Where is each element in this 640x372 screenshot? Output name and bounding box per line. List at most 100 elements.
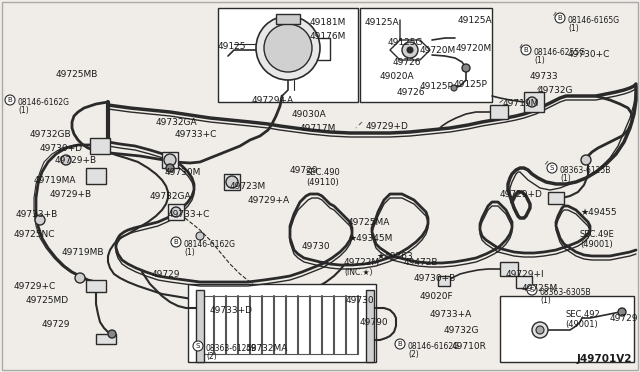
Circle shape <box>166 164 174 172</box>
Bar <box>366 290 374 362</box>
Bar <box>90 138 110 154</box>
Text: 49729+A: 49729+A <box>248 196 290 205</box>
Bar <box>276 14 300 24</box>
Text: 49030A: 49030A <box>292 110 327 119</box>
Text: 49732GA: 49732GA <box>150 192 191 201</box>
Text: 49790: 49790 <box>360 318 388 327</box>
Circle shape <box>407 47 413 53</box>
Text: 08146-6162G: 08146-6162G <box>184 240 236 249</box>
Bar <box>224 174 240 190</box>
Text: 49710R: 49710R <box>452 342 487 351</box>
Circle shape <box>226 176 238 188</box>
Text: 49719MB: 49719MB <box>62 248 104 257</box>
Text: ★49455: ★49455 <box>580 208 616 217</box>
Text: 49730M: 49730M <box>165 168 202 177</box>
Text: 49729+B: 49729+B <box>50 190 92 199</box>
Text: 49125P: 49125P <box>420 82 454 91</box>
Text: 08363-6125B: 08363-6125B <box>560 166 611 175</box>
Text: 49472B: 49472B <box>404 258 438 267</box>
Text: 49729: 49729 <box>610 314 639 323</box>
Circle shape <box>171 237 181 247</box>
Text: 49729+D: 49729+D <box>366 122 409 131</box>
Circle shape <box>75 273 85 283</box>
Text: 49125A: 49125A <box>365 18 399 27</box>
Circle shape <box>519 277 529 287</box>
Circle shape <box>196 232 204 240</box>
Text: 49733+B: 49733+B <box>16 210 58 219</box>
Text: (1): (1) <box>568 24 579 33</box>
Text: (49001): (49001) <box>580 240 612 249</box>
Text: 49733+A: 49733+A <box>430 310 472 319</box>
Text: 49732G: 49732G <box>444 326 479 335</box>
Bar <box>490 105 508 119</box>
Circle shape <box>462 64 470 72</box>
Circle shape <box>256 16 320 80</box>
Circle shape <box>402 42 418 58</box>
Text: (1): (1) <box>540 296 551 305</box>
Text: 49020A: 49020A <box>380 72 415 81</box>
Text: 49722M: 49722M <box>344 258 380 267</box>
Text: 49729+D: 49729+D <box>500 190 543 199</box>
Text: 49732GA: 49732GA <box>156 118 198 127</box>
Text: 49725MB: 49725MB <box>56 70 99 79</box>
Bar <box>86 168 106 184</box>
Circle shape <box>451 85 457 91</box>
Bar <box>500 262 518 276</box>
Circle shape <box>581 155 591 165</box>
Text: 49730+C: 49730+C <box>568 50 611 59</box>
Bar <box>500 296 634 362</box>
Text: 49730: 49730 <box>302 242 331 251</box>
Text: B: B <box>524 47 529 53</box>
Text: 49732GB: 49732GB <box>30 130 72 139</box>
Text: ★49345M: ★49345M <box>348 234 392 243</box>
Text: (49001): (49001) <box>565 320 598 329</box>
Text: 08146-6255G: 08146-6255G <box>534 48 586 57</box>
Text: 49729+C: 49729+C <box>14 282 56 291</box>
Circle shape <box>618 308 626 316</box>
Circle shape <box>521 45 531 55</box>
Circle shape <box>193 341 203 351</box>
Text: 49732G: 49732G <box>538 86 573 95</box>
Text: 49125P: 49125P <box>454 80 488 89</box>
Text: 49720M: 49720M <box>456 44 492 53</box>
Text: 49726: 49726 <box>397 88 426 97</box>
Text: (1): (1) <box>18 106 29 115</box>
Text: 49729+B: 49729+B <box>55 156 97 165</box>
Bar <box>168 204 184 220</box>
Circle shape <box>108 330 116 338</box>
Text: (49110): (49110) <box>306 178 339 187</box>
Text: ★49763: ★49763 <box>376 252 413 261</box>
Text: 49729: 49729 <box>42 320 70 329</box>
Text: 08363-6305B: 08363-6305B <box>540 288 591 297</box>
Text: 08363-6125B: 08363-6125B <box>206 344 257 353</box>
Text: 49125: 49125 <box>218 42 246 51</box>
Text: (1): (1) <box>534 56 545 65</box>
Text: 49725MA: 49725MA <box>348 218 390 227</box>
Text: 49725MD: 49725MD <box>26 296 69 305</box>
Text: (INC.★): (INC.★) <box>344 268 372 277</box>
Text: 49717M: 49717M <box>300 124 337 133</box>
Text: 49729+A: 49729+A <box>252 96 294 105</box>
Text: 49723M: 49723M <box>230 182 266 191</box>
Bar <box>438 276 450 286</box>
Bar <box>516 276 532 288</box>
Text: 49719MA: 49719MA <box>34 176 77 185</box>
Text: 49730+B: 49730+B <box>414 274 456 283</box>
Text: 49125G: 49125G <box>388 38 424 47</box>
Text: 49733: 49733 <box>530 72 559 81</box>
Text: 49729: 49729 <box>290 166 319 175</box>
Bar <box>548 192 564 204</box>
Text: 49730+D: 49730+D <box>40 144 83 153</box>
Text: B: B <box>557 15 563 21</box>
Text: B: B <box>173 239 179 245</box>
Text: 49725NC: 49725NC <box>14 230 56 239</box>
Bar <box>196 290 204 362</box>
Text: 49125A: 49125A <box>458 16 493 25</box>
Circle shape <box>171 207 181 217</box>
Bar <box>218 8 358 102</box>
Circle shape <box>532 322 548 338</box>
Text: S: S <box>530 287 534 293</box>
Text: (2): (2) <box>206 352 217 361</box>
Bar <box>162 152 178 168</box>
Bar <box>524 92 544 112</box>
